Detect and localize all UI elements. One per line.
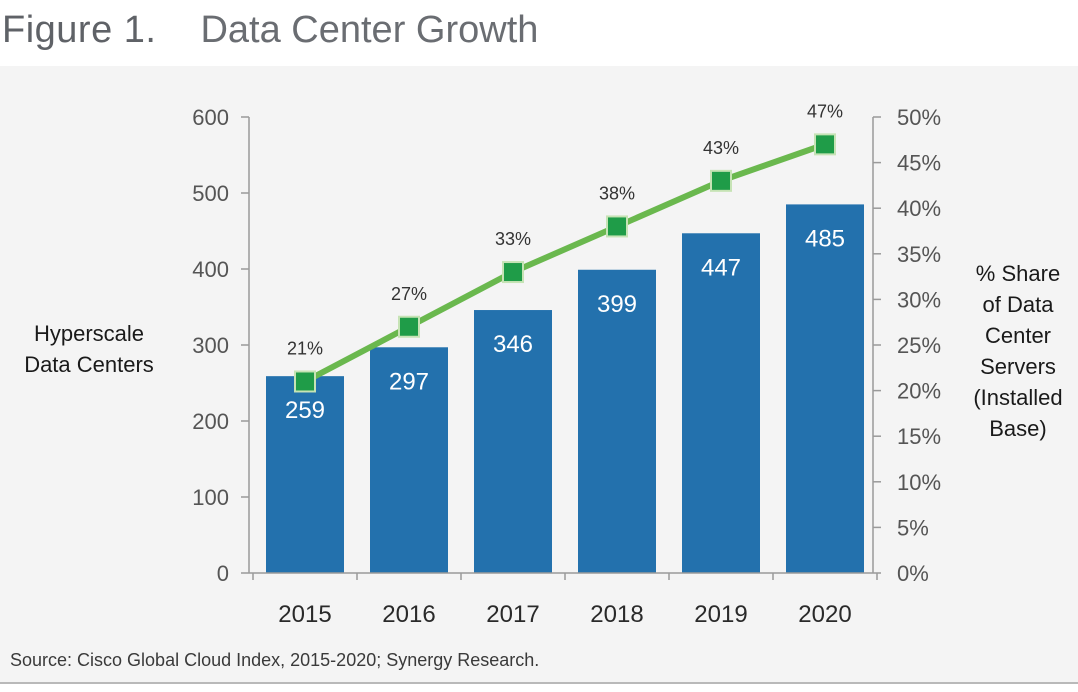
y-right-title-line: of Data	[982, 292, 1054, 317]
bar-2015	[266, 376, 344, 573]
bar-value-label: 485	[805, 225, 845, 252]
bar-2019	[682, 233, 760, 573]
share-marker-2016	[398, 315, 420, 338]
y-right-title-line: % Share	[975, 261, 1061, 286]
y-right-title-line: (Installed	[973, 385, 1063, 410]
y-left-axis-title: Hyperscale Data Centers	[4, 318, 174, 380]
source-note: Source: Cisco Global Cloud Index, 2015-2…	[10, 650, 540, 670]
share-marker-2019	[710, 169, 732, 192]
y-right-tick-label: 5%	[897, 515, 929, 540]
share-value-label: 43%	[703, 138, 739, 158]
y-right-title-line: Servers	[980, 354, 1056, 379]
y-right-tick-label: 15%	[897, 424, 941, 449]
share-marker-2020	[814, 133, 836, 156]
y-right-axis-title: % Share of Data Center Servers (Installe…	[958, 258, 1078, 444]
y-right-tick-label: 0%	[897, 561, 929, 586]
y-right-title-line: Base)	[989, 416, 1047, 441]
share-value-label: 38%	[599, 183, 635, 203]
share-value-label: 33%	[495, 229, 531, 249]
share-marker-2017	[502, 261, 524, 284]
x-tick-label: 2020	[798, 601, 851, 628]
bottom-divider	[0, 682, 1078, 684]
share-marker-2015	[294, 370, 316, 393]
y-left-tick-label: 400	[192, 257, 229, 282]
bar-value-label: 259	[285, 397, 325, 424]
bar-2017	[474, 310, 552, 573]
bar-value-label: 346	[493, 331, 533, 358]
y-left-tick-label: 100	[192, 485, 229, 510]
share-line	[302, 141, 828, 385]
y-right-tick-label: 25%	[897, 333, 941, 358]
x-tick-label: 2015	[278, 601, 331, 628]
x-tick-label: 2018	[590, 601, 643, 628]
y-left-tick-label: 200	[192, 409, 229, 434]
bar-value-label: 447	[701, 254, 741, 281]
figure-number: Figure 1.	[2, 8, 157, 51]
share-value-label: 27%	[391, 284, 427, 304]
y-left-tick-label: 600	[192, 105, 229, 130]
y-right-title-line: Center	[984, 323, 1052, 348]
x-tick-label: 2017	[486, 601, 539, 628]
y-right-tick-label: 30%	[897, 287, 941, 312]
y-left-tick-label: 0	[217, 561, 229, 586]
bar-2020	[786, 204, 864, 573]
share-value-label: 47%	[807, 101, 843, 121]
y-left-title-line: Hyperscale	[33, 321, 145, 346]
y-left-tick-label: 500	[192, 181, 229, 206]
bar-2016	[370, 347, 448, 573]
bar-value-label: 399	[597, 291, 637, 318]
y-right-tick-label: 20%	[897, 379, 941, 404]
bar-2018	[578, 269, 656, 573]
share-value-label: 21%	[287, 338, 323, 358]
figure-heading: Figure 1. Data Center Growth	[2, 0, 538, 60]
y-left-tick-label: 300	[192, 333, 229, 358]
x-tick-label: 2016	[382, 601, 435, 628]
y-right-tick-label: 35%	[897, 242, 941, 267]
y-right-tick-label: 45%	[897, 151, 941, 176]
share-marker-2018	[606, 215, 628, 238]
y-right-tick-label: 50%	[897, 105, 941, 130]
chart-title: Data Center Growth	[200, 8, 539, 51]
x-tick-label: 2019	[694, 601, 747, 628]
y-left-title-line: Data Centers	[24, 352, 154, 377]
y-right-tick-label: 10%	[897, 470, 941, 495]
bar-value-label: 297	[389, 368, 429, 395]
y-right-tick-label: 40%	[897, 196, 941, 221]
